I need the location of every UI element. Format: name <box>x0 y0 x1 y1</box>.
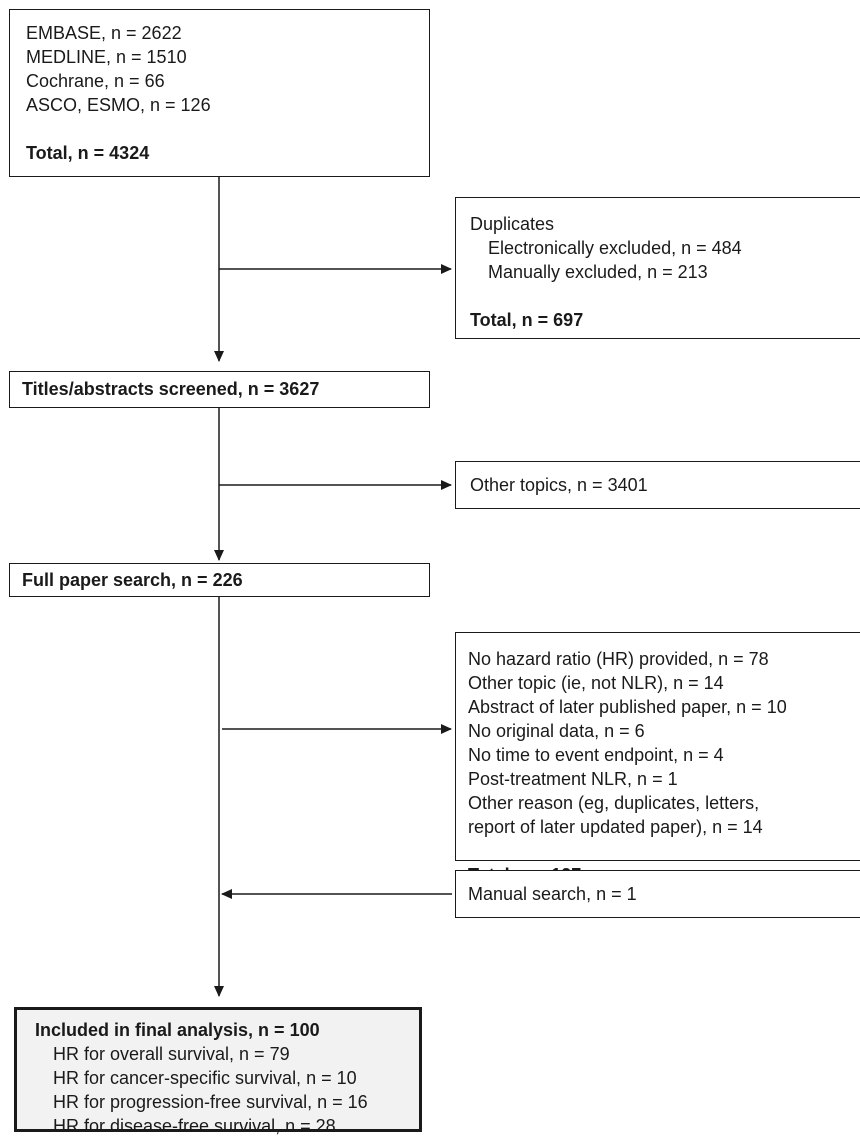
sources-box: EMBASE, n = 2622 MEDLINE, n = 1510 Cochr… <box>9 9 430 177</box>
duplicates-title: Duplicates <box>470 214 555 234</box>
screened-box: Titles/abstracts screened, n = 3627 <box>9 371 430 408</box>
final-analysis-box: Included in final analysis, n = 100 HR f… <box>14 1007 422 1136</box>
duplicates-manual: Manually excluded, n = 213 <box>488 262 708 282</box>
manual-search-box: Manual search, n = 1 <box>455 870 860 918</box>
final-cancer-specific: HR for cancer-specific survival, n = 10 <box>53 1068 357 1088</box>
source-medline: MEDLINE, n = 1510 <box>26 47 187 67</box>
duplicates-electronic: Electronically excluded, n = 484 <box>488 238 742 258</box>
screened-label: Titles/abstracts screened, n = 3627 <box>22 379 320 399</box>
source-asco-esmo: ASCO, ESMO, n = 126 <box>26 95 211 115</box>
final-overall-survival: HR for overall survival, n = 79 <box>53 1044 290 1064</box>
excluded-other-reason-cont: report of later updated paper), n = 14 <box>468 817 763 837</box>
excluded-full-box: No hazard ratio (HR) provided, n = 78 Ot… <box>455 632 860 885</box>
final-title: Included in final analysis, n = 100 <box>35 1020 320 1040</box>
excluded-no-original: No original data, n = 6 <box>468 721 645 741</box>
source-cochrane: Cochrane, n = 66 <box>26 71 165 91</box>
full-paper-label: Full paper search, n = 226 <box>22 570 243 590</box>
duplicates-box: Duplicates Electronically excluded, n = … <box>455 197 860 339</box>
other-topics-label: Other topics, n = 3401 <box>470 475 648 495</box>
full-paper-box: Full paper search, n = 226 <box>9 563 430 597</box>
manual-search-label: Manual search, n = 1 <box>468 884 637 904</box>
source-embase: EMBASE, n = 2622 <box>26 23 182 43</box>
excluded-no-hr: No hazard ratio (HR) provided, n = 78 <box>468 649 769 669</box>
sources-total: Total, n = 4324 <box>26 143 150 163</box>
final-disease-free: HR for disease-free survival, n = 28 <box>53 1116 336 1136</box>
excluded-other-topic: Other topic (ie, not NLR), n = 14 <box>468 673 724 693</box>
excluded-other-reason: Other reason (eg, duplicates, letters, <box>468 793 760 813</box>
final-progression-free: HR for progression-free survival, n = 16 <box>53 1092 368 1112</box>
excluded-no-endpoint: No time to event endpoint, n = 4 <box>468 745 724 765</box>
excluded-post-treatment: Post-treatment NLR, n = 1 <box>468 769 678 789</box>
excluded-abstract: Abstract of later published paper, n = 1… <box>468 697 787 717</box>
other-topics-box: Other topics, n = 3401 <box>455 461 860 509</box>
duplicates-total: Total, n = 697 <box>470 310 584 330</box>
